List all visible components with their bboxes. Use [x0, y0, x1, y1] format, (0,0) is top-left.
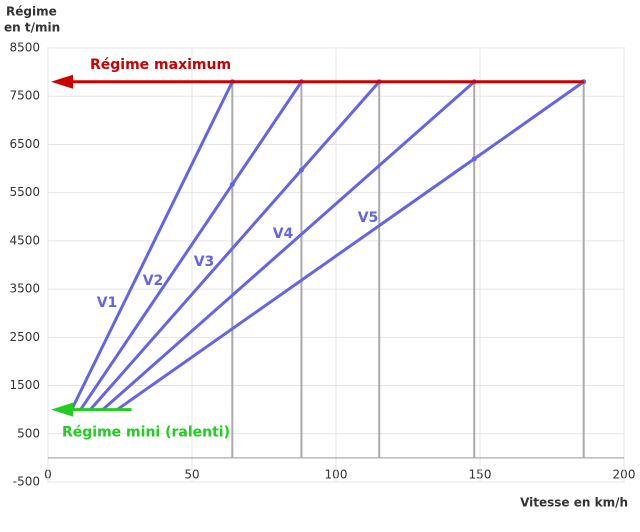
series-label: V5: [358, 210, 379, 226]
reference-label: Régime maximum: [90, 57, 231, 73]
y-tick-label: 4500: [9, 233, 40, 247]
series-label: V4: [273, 226, 294, 242]
y-tick-label: 2500: [9, 330, 40, 344]
arrow-head: [51, 402, 73, 417]
point: [229, 181, 235, 187]
x-axis-label: Vitesse en km/h: [520, 496, 628, 510]
series-line: [70, 81, 234, 411]
series-label: V3: [194, 254, 215, 270]
point: [471, 156, 477, 162]
arrow-head: [51, 74, 73, 89]
y-axis-label: en t/min: [4, 21, 60, 35]
y-tick-label: 7500: [9, 89, 40, 103]
reference-label: Régime mini (ralenti): [62, 425, 230, 441]
series-label: V1: [97, 295, 118, 311]
series-label: V2: [143, 273, 164, 289]
y-axis-label: Régime: [6, 5, 57, 19]
y-tick-label: 1500: [9, 378, 40, 392]
y-tick-label: 5500: [9, 185, 40, 199]
point: [298, 167, 304, 173]
y-tick-label: 6500: [9, 137, 40, 151]
series-line: [101, 80, 476, 411]
y-tick-label: 500: [17, 426, 40, 440]
y-tick-label: 8500: [9, 41, 40, 55]
y-tick-label: 3500: [9, 282, 40, 296]
y-tick-label: -500: [13, 475, 40, 489]
